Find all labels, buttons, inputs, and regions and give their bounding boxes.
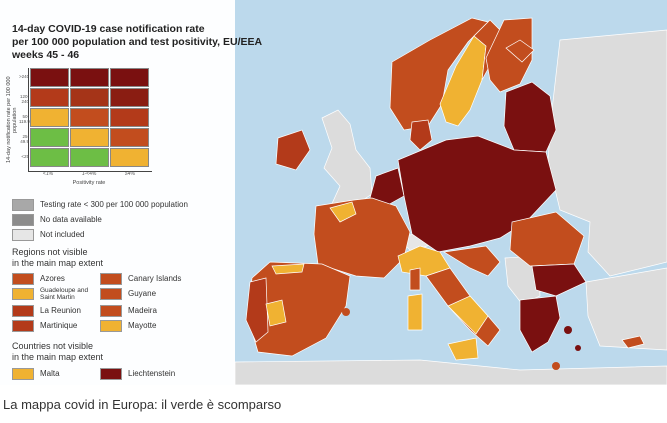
matrix-y-tick: 120-240 <box>19 94 29 104</box>
region-iceland <box>505 39 535 63</box>
legend-swatch <box>12 214 34 226</box>
region-romania <box>509 211 585 267</box>
legend-label: Azores <box>40 274 65 283</box>
map-title-line-3: weeks 45 - 46 <box>12 49 80 61</box>
europe-map <box>234 17 667 385</box>
regions-title-line-1: Regions not visible <box>12 247 88 257</box>
matrix-x-tick: 1-<4% <box>81 171 97 177</box>
matrix-y-tick: <25 <box>21 154 29 159</box>
matrix-cell <box>110 128 149 147</box>
legend-label: Liechtenstein <box>128 369 176 378</box>
matrix-y-axis <box>28 68 29 172</box>
legend-swatch <box>12 305 34 317</box>
region-bulgaria <box>531 263 587 297</box>
map-figure <box>0 0 667 385</box>
legend-swatch <box>12 199 34 211</box>
matrix-cell <box>30 128 69 147</box>
legend-label: Guyane <box>128 289 157 298</box>
matrix-y-tick: >240 <box>19 74 30 79</box>
risk-matrix <box>30 68 149 170</box>
map-title-line-2: per 100 000 population and test positivi… <box>12 36 263 48</box>
land-turkey <box>585 267 667 351</box>
land-uk <box>321 109 373 209</box>
countries-title-line-1: Countries not visible <box>12 341 94 351</box>
matrix-cell <box>70 128 109 147</box>
legend-panel: 14-day COVID-19 case notification rate p… <box>0 0 262 385</box>
matrix-cell <box>110 68 149 87</box>
matrix-cell <box>30 88 69 107</box>
region-italy-south <box>447 295 489 335</box>
region-sicily <box>447 337 479 361</box>
matrix-cell <box>30 148 69 167</box>
legend-swatch <box>12 320 34 332</box>
matrix-cell <box>70 148 109 167</box>
matrix-cell <box>110 148 149 167</box>
region-benelux <box>369 167 405 207</box>
matrix-cell <box>70 68 109 87</box>
matrix-x-axis <box>28 171 152 172</box>
legend-swatch <box>12 368 34 380</box>
legend-label: Martinique <box>40 321 78 330</box>
countries-title-line-2: in the main map extent <box>12 352 104 362</box>
matrix-cell <box>30 108 69 127</box>
legend-swatch <box>100 320 122 332</box>
legend-swatch <box>100 288 122 300</box>
legend-label: Testing rate < 300 per 100 000 populatio… <box>40 200 188 209</box>
region-finland <box>485 17 533 93</box>
region-spain-north <box>271 263 305 275</box>
matrix-cell <box>30 68 69 87</box>
region-france <box>313 197 411 279</box>
image-caption: La mappa covid in Europa: il verde è sco… <box>3 397 282 412</box>
matrix-y-tick: 25-49.9 <box>20 134 29 144</box>
region-ireland <box>275 129 311 171</box>
regions-title-line-2: in the main map extent <box>12 258 104 268</box>
region-spain-central <box>265 299 287 327</box>
legend-label: Madeira <box>128 306 157 315</box>
matrix-cell <box>70 88 109 107</box>
matrix-cell <box>70 108 109 127</box>
region-greek-islands-a <box>564 326 572 334</box>
matrix-x-axis-label: Positivity rate <box>72 180 106 186</box>
region-denmark <box>409 119 433 151</box>
region-norway <box>389 17 489 131</box>
matrix-x-tick: ≥4% <box>125 171 135 177</box>
legend-label: Not included <box>40 230 85 239</box>
region-greece <box>519 295 561 353</box>
matrix-y-axis-label: 14-day notification rate per 100 000 pop… <box>6 76 18 164</box>
legend-label: No data available <box>40 215 102 224</box>
region-croatia-slovenia <box>442 245 501 277</box>
legend-label: Canary Islands <box>128 274 182 283</box>
legend-swatch <box>12 288 34 300</box>
legend-swatch <box>100 368 122 380</box>
legend-label: Malta <box>40 369 60 378</box>
legend-label: Guadeloupe and Saint Martin <box>40 287 89 301</box>
region-sardinia <box>407 293 423 331</box>
region-cyprus <box>621 335 645 349</box>
land-africa <box>234 359 667 385</box>
matrix-cell <box>110 88 149 107</box>
region-greek-islands-b <box>575 345 581 351</box>
region-corsica <box>409 267 421 291</box>
map-title-line-1: 14-day COVID-19 case notification rate <box>12 23 205 35</box>
legend-label: Mayotte <box>128 321 157 330</box>
region-portugal <box>245 277 269 343</box>
matrix-cell <box>110 108 149 127</box>
legend-swatch <box>12 229 34 241</box>
region-balearic <box>342 308 350 316</box>
region-crete <box>552 362 560 370</box>
matrix-x-tick: <1% <box>42 171 54 177</box>
legend-swatch <box>12 273 34 285</box>
legend-swatch <box>100 305 122 317</box>
matrix-y-tick: 50-119.9 <box>19 114 30 124</box>
region-france-nw <box>329 201 357 223</box>
region-baltics <box>503 81 557 153</box>
legend-swatch <box>100 273 122 285</box>
legend-label: La Reunion <box>40 306 81 315</box>
